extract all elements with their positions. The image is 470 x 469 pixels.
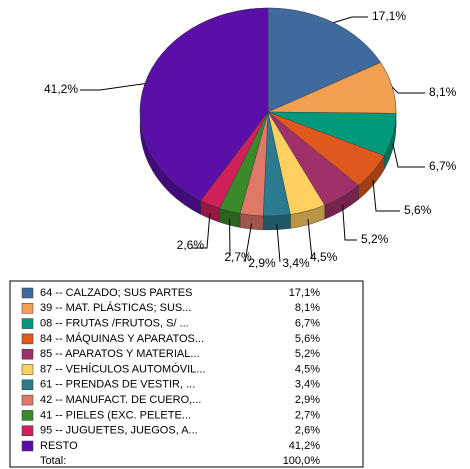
legend-value: 5,2% bbox=[295, 348, 320, 360]
total-value: 100,0% bbox=[283, 455, 321, 467]
legend-label: RESTO bbox=[40, 440, 78, 452]
legend-value: 3,4% bbox=[295, 379, 320, 391]
legend-swatch bbox=[21, 333, 34, 345]
legend-label: 61 -- PRENDAS DE VESTIR, ... bbox=[40, 379, 195, 391]
legend-value: 2,6% bbox=[295, 425, 320, 437]
leader-line bbox=[244, 223, 253, 263]
legend-value: 4,5% bbox=[295, 363, 320, 375]
legend: 64 -- CALZADO; SUS PARTES 17,1% 39 -- MAT.… bbox=[9, 280, 364, 468]
data-label: 5,2% bbox=[361, 232, 389, 246]
legend-swatch bbox=[21, 348, 34, 360]
data-label: 2,9% bbox=[248, 256, 276, 270]
legend-swatch bbox=[21, 303, 34, 314]
slice bbox=[267, 7, 381, 113]
legend-value: 41,2% bbox=[289, 440, 320, 452]
data-label: 17,1% bbox=[372, 9, 406, 23]
leader-line bbox=[80, 83, 145, 91]
data-label: 6,7% bbox=[429, 159, 457, 173]
legend-value: 2,9% bbox=[295, 394, 320, 406]
slice bbox=[139, 7, 269, 201]
legend-value: 5,6% bbox=[295, 333, 320, 345]
legend-swatch bbox=[21, 379, 34, 391]
leader-line bbox=[307, 219, 313, 259]
legend-label: 41 -- PIELES (EXC. PELETE... bbox=[40, 409, 191, 421]
legend-swatch bbox=[21, 410, 34, 421]
leader-line bbox=[391, 86, 425, 94]
legend-swatch bbox=[21, 287, 34, 299]
legend-label: 64 -- CALZADO; SUS PARTES bbox=[40, 287, 192, 299]
legend-label: 84 -- MÁQUINAS Y APARATOS... bbox=[40, 332, 204, 345]
data-label: 8,1% bbox=[429, 85, 457, 99]
legend-label: 39 -- MAT. PLÁSTICAS; SUS... bbox=[40, 301, 191, 314]
leader-line bbox=[342, 204, 357, 241]
data-label: 5,6% bbox=[404, 203, 432, 217]
legend-label: 08 -- FRUTAS /FRUTOS, S/ ... bbox=[40, 318, 189, 330]
legend-swatch bbox=[21, 425, 34, 436]
data-label: 3,4% bbox=[282, 256, 310, 270]
leader-line bbox=[372, 179, 400, 212]
data-label: 2,6% bbox=[177, 238, 205, 252]
legend-value: 6,7% bbox=[295, 318, 320, 330]
leader-line bbox=[276, 224, 281, 263]
data-label: 2,7% bbox=[224, 250, 252, 264]
total-label: Total: bbox=[40, 455, 66, 467]
legend-swatch bbox=[21, 394, 34, 406]
legend-label: 85 -- APARATOS Y MATERIAL... bbox=[40, 348, 200, 360]
legend-label: 95 -- JUGUETES, JUEGOS, A... bbox=[40, 425, 198, 437]
leader-line bbox=[192, 213, 211, 249]
legend-label: 42 -- MANUFACT. DE CUERO,... bbox=[40, 394, 201, 406]
legend-swatch bbox=[21, 318, 34, 329]
data-label: 41,2% bbox=[44, 82, 78, 96]
legend-value: 2,7% bbox=[295, 409, 320, 421]
legend-swatch bbox=[21, 364, 34, 375]
leader-line bbox=[392, 143, 425, 168]
legend-box bbox=[9, 280, 364, 468]
legend-swatch bbox=[21, 440, 34, 452]
legend-value: 8,1% bbox=[295, 302, 320, 314]
legend-label: 87 -- VEHÍCULOS AUTOMÓVIL... bbox=[40, 362, 205, 375]
data-label: 4,5% bbox=[310, 250, 338, 264]
leader-line bbox=[333, 16, 368, 24]
legend-value: 17,1% bbox=[289, 287, 320, 299]
